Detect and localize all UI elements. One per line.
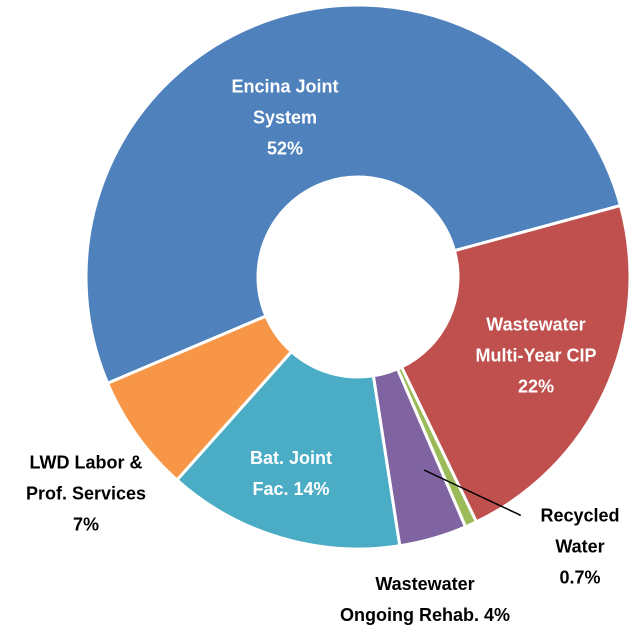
category-label: Wastewater Ongoing Rehab. xyxy=(339,574,479,625)
leader-line xyxy=(423,469,521,516)
data-label: Wastewater Multi-Year CIP 22% xyxy=(475,310,596,403)
category-label: Recycled Water xyxy=(540,505,620,557)
category-label: Wastewater Multi-Year CIP xyxy=(475,314,597,366)
data-label: Encina Joint System 52% xyxy=(231,72,338,165)
slice xyxy=(174,349,402,551)
category-label: Bat. Joint Fac. xyxy=(249,448,333,499)
category-label: LWD Labor & Prof. Services xyxy=(25,452,147,504)
value-label: 52% xyxy=(266,138,304,159)
value-label: 14% xyxy=(293,479,330,499)
category-label: Encina Joint System xyxy=(231,76,339,128)
value-label: 0.7% xyxy=(559,567,601,588)
value-label: 22% xyxy=(517,376,555,397)
slice xyxy=(84,3,623,386)
data-label: LWD Labor & Prof. Services 7% xyxy=(26,448,146,541)
value-label: 4% xyxy=(484,605,511,625)
slice xyxy=(399,203,632,524)
slice xyxy=(105,314,294,483)
value-label: 7% xyxy=(72,514,99,535)
data-label: Recycled Water 0.7% xyxy=(540,501,619,594)
data-label: Wastewater Ongoing Rehab. 4% xyxy=(340,569,510,631)
data-label: Bat. Joint Fac. 14% xyxy=(250,443,332,505)
